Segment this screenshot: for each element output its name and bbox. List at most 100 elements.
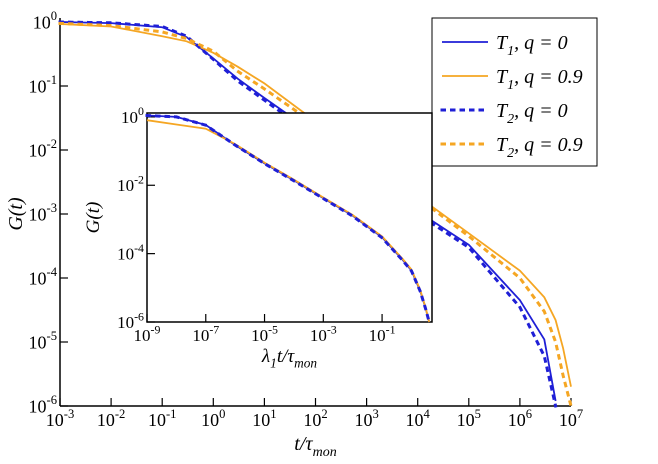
- text-part: 1: [507, 44, 514, 59]
- tick-base: 10: [117, 245, 134, 264]
- tick-exp: -4: [134, 241, 144, 255]
- tick-base: 10: [252, 410, 270, 430]
- x-tick-label: 102: [303, 407, 327, 430]
- text-part: mon: [294, 356, 317, 371]
- tick-exp: -9: [151, 322, 161, 336]
- series-line: [58, 20, 558, 408]
- x-tick-label: 10-7: [192, 322, 219, 345]
- text-part: 2: [507, 146, 514, 161]
- x-tick-label: 103: [354, 407, 378, 430]
- text-part: G(t): [83, 202, 104, 234]
- tick-base: 10: [117, 313, 134, 332]
- tick-exp: -3: [47, 201, 58, 215]
- tick-exp: -3: [64, 407, 75, 421]
- tick-exp: -2: [47, 137, 58, 151]
- tick-base: 10: [559, 410, 577, 430]
- y-tick-label: 10-3: [29, 201, 58, 224]
- text-part: , q = 0: [514, 32, 568, 54]
- x-axis-label: λ1t/τmon: [261, 346, 318, 371]
- tick-base: 10: [33, 12, 51, 32]
- x-tick-label: 10-9: [134, 322, 161, 345]
- text-part: mon: [313, 445, 337, 460]
- tick-exp: 1: [270, 407, 276, 421]
- legend-label: T2, q = 0: [496, 100, 568, 127]
- text-part: λ: [261, 346, 270, 367]
- text-part: t/τ: [277, 346, 296, 367]
- tick-base: 10: [310, 326, 327, 345]
- y-tick-label: 10-6: [117, 309, 144, 332]
- text-part: 1: [507, 78, 514, 93]
- tick-base: 10: [369, 326, 386, 345]
- tick-exp: -1: [166, 407, 177, 421]
- tick-base: 10: [406, 410, 424, 430]
- x-tick-label: 105: [457, 407, 481, 430]
- tick-exp: 2: [321, 407, 327, 421]
- y-axis-label: G(t): [5, 197, 27, 231]
- text-part: 1: [270, 356, 277, 371]
- y-tick-label: 10-4: [117, 241, 144, 264]
- tick-exp: 7: [577, 407, 583, 421]
- y-tick-label: 10-2: [29, 137, 58, 160]
- tick-exp: 5: [475, 407, 481, 421]
- y-tick-label: 10-1: [29, 73, 58, 96]
- tick-exp: -5: [268, 322, 278, 336]
- text-part: , q = 0.9: [514, 134, 583, 156]
- tick-base: 10: [134, 326, 151, 345]
- y-tick-label: 100: [33, 9, 57, 32]
- y-tick-label: 10-6: [29, 393, 58, 416]
- x-tick-label: 10-1: [148, 407, 177, 430]
- tick-exp: -1: [47, 73, 58, 87]
- tick-base: 10: [354, 410, 372, 430]
- tick-exp: 4: [424, 407, 431, 421]
- x-tick-label: 10-2: [97, 407, 126, 430]
- tick-base: 10: [29, 396, 47, 416]
- y-tick-label: 10-2: [117, 173, 144, 196]
- text-part: , q = 0: [514, 100, 568, 122]
- x-tick-label: 107: [559, 407, 583, 430]
- x-tick-label: 10-3: [310, 322, 337, 345]
- tick-exp: -3: [327, 322, 337, 336]
- legend-label: T2, q = 0.9: [496, 134, 583, 161]
- text-part: T: [496, 66, 509, 88]
- inset-frame: [146, 112, 433, 323]
- tick-exp: -4: [47, 265, 58, 279]
- x-axis-label: t/τmon: [294, 433, 336, 460]
- tick-base: 10: [29, 76, 47, 96]
- text-part: T: [496, 100, 509, 122]
- tick-exp: -5: [47, 329, 58, 343]
- y-tick-label: 100: [121, 104, 144, 127]
- legend-label: T1, q = 0.9: [496, 66, 583, 93]
- tick-base: 10: [303, 410, 321, 430]
- x-tick-label: 100: [201, 407, 225, 430]
- tick-base: 10: [117, 176, 134, 195]
- tick-exp: 3: [372, 407, 378, 421]
- tick-base: 10: [29, 268, 47, 288]
- tick-base: 10: [121, 108, 138, 127]
- legend-label: T1, q = 0: [496, 32, 568, 59]
- tick-base: 10: [251, 326, 268, 345]
- x-tick-label: 10-1: [369, 322, 396, 345]
- x-tick-label: 106: [508, 407, 532, 430]
- tick-base: 10: [457, 410, 475, 430]
- tick-base: 10: [148, 410, 166, 430]
- tick-base: 10: [508, 410, 526, 430]
- tick-exp: -2: [115, 407, 126, 421]
- tick-base: 10: [201, 410, 219, 430]
- text-part: T: [496, 32, 509, 54]
- text-part: t/τ: [294, 433, 313, 455]
- x-tick-label: 104: [406, 407, 431, 430]
- tick-base: 10: [29, 332, 47, 352]
- text-part: , q = 0.9: [514, 66, 583, 88]
- text-part: G(t): [5, 197, 27, 231]
- x-tick-label: 10-3: [46, 407, 75, 430]
- tick-exp: -7: [209, 322, 219, 336]
- tick-exp: -2: [134, 173, 144, 187]
- tick-base: 10: [46, 410, 64, 430]
- tick-exp: -1: [386, 322, 396, 336]
- tick-base: 10: [29, 140, 47, 160]
- tick-exp: -6: [47, 393, 58, 407]
- y-tick-label: 10-5: [29, 329, 58, 352]
- tick-exp: 6: [526, 407, 532, 421]
